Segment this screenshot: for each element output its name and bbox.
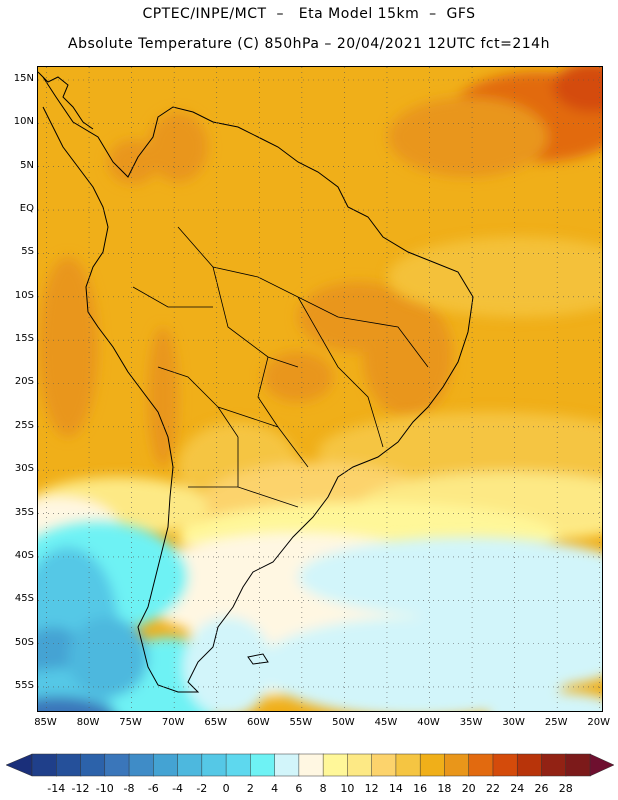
lat-tick-label: 25S	[14, 419, 34, 431]
colorbar-swatch	[322, 753, 349, 777]
lon-tick-label: 65W	[204, 717, 228, 728]
colorbar-swatch	[177, 753, 203, 777]
lat-tick-label: 50S	[14, 636, 34, 648]
lon-tick-label: 60W	[246, 717, 270, 728]
colorbar-swatch	[565, 753, 591, 777]
colorbar-tick-label: -14	[47, 782, 66, 795]
lon-tick-label: 20W	[587, 717, 611, 728]
colorbar-swatch	[347, 753, 373, 777]
central-america-outline	[38, 71, 94, 130]
lat-tick-label: 30S	[14, 463, 34, 475]
field-mid-bands	[38, 237, 602, 572]
colorbar-swatch	[468, 753, 494, 777]
colorbar-tick-label: 12	[364, 782, 379, 795]
colorbar-tick-label: -10	[95, 782, 114, 795]
colorbar-swatch	[201, 753, 227, 777]
lat-tick-label: 20S	[14, 376, 34, 388]
colorbar-tick-label: 26	[534, 782, 549, 795]
south-america-outline	[42, 76, 474, 693]
colorbar-tick-label: -12	[71, 782, 90, 795]
lat-tick-label: 35S	[14, 506, 34, 518]
colorbar-tick-label: 10	[340, 782, 355, 795]
colorbar-tick-label: -6	[147, 782, 159, 795]
lat-tick-label: 55S	[14, 679, 34, 691]
colorbar-swatch	[250, 753, 276, 777]
lon-tick-label: 70W	[161, 717, 185, 728]
lon-tick-label: 25W	[544, 717, 568, 728]
lat-tick-label: 5N	[20, 159, 34, 171]
lat-tick-label: 10S	[14, 289, 34, 301]
colorbar-swatch	[298, 753, 324, 777]
colorbar-tick-label: 16	[413, 782, 428, 795]
colorbar-swatch	[371, 753, 397, 777]
field-warm-areas	[38, 67, 602, 467]
colorbar-swatch	[128, 753, 155, 777]
colorbar-tick-label: 6	[295, 782, 303, 795]
coastlines	[38, 71, 474, 693]
lon-tick-label: 50W	[332, 717, 355, 728]
lon-tick-label: 55W	[289, 717, 313, 728]
colorbar-under-arrow	[5, 753, 33, 777]
colorbar-swatch	[274, 753, 300, 777]
colorbar-swatch	[80, 753, 106, 777]
colorbar-tick-label: 8	[319, 782, 327, 795]
colorbar-tick-label: 28	[558, 782, 573, 795]
colorbar-tick-label: 18	[437, 782, 452, 795]
lon-tick-label: 30W	[502, 717, 525, 728]
colorbar-over-arrow	[589, 753, 615, 777]
lon-tick-label: 80W	[76, 717, 100, 728]
colorbar-swatch	[419, 753, 446, 777]
colorbar-swatch	[56, 753, 82, 777]
colorbar-tick-label: 24	[510, 782, 525, 795]
colorbar-swatch	[516, 753, 543, 777]
lat-tick-label: 15S	[14, 333, 34, 345]
lat-tick-label: 5S	[21, 246, 34, 258]
colorbar-tick-label: 20	[461, 782, 476, 795]
lat-tick-label: EQ	[19, 203, 34, 215]
lon-tick-label: 40W	[417, 717, 440, 728]
chart-title-line1: CPTEC/INPE/MCT – Eta Model 15km – GFS	[142, 6, 476, 22]
lat-tick-label: 40S	[14, 549, 34, 561]
lon-tick-label: 85W	[34, 717, 57, 728]
chart-title-line2: Absolute Temperature (C) 850hPa – 20/04/…	[68, 36, 550, 52]
lon-tick-label: 45W	[374, 717, 398, 728]
lon-tick-label: 35W	[459, 717, 483, 728]
colorbar-tick-label: -2	[196, 782, 208, 795]
colorbar-swatch	[104, 753, 130, 777]
colorbar-tick-label: 22	[485, 782, 500, 795]
colorbar-tick-label: -4	[172, 782, 184, 795]
field-cool-bands	[38, 522, 602, 711]
colorbar-tick-label: 2	[246, 782, 254, 795]
colorbar-tick-label: 0	[222, 782, 230, 795]
lon-tick-label: 75W	[119, 717, 142, 728]
falklands-outline	[247, 653, 269, 665]
colorbar-tick-label: -8	[123, 782, 135, 795]
colorbar-swatch	[541, 753, 567, 777]
temperature-map	[37, 66, 603, 712]
map-canvas	[38, 67, 602, 711]
colorbar-swatch	[444, 753, 470, 777]
colorbar-tick-label: 4	[271, 782, 279, 795]
colorbar	[5, 753, 615, 777]
colorbar-swatch	[31, 753, 58, 777]
colorbar-swatch	[225, 753, 252, 777]
lat-tick-label: 10N	[13, 116, 34, 128]
colorbar-swatch	[492, 753, 518, 777]
colorbar-swatch	[395, 753, 421, 777]
lat-tick-label: 15N	[13, 73, 34, 84]
lat-tick-label: 45S	[14, 593, 34, 605]
colorbar-swatch	[153, 753, 179, 777]
colorbar-tick-label: 14	[388, 782, 403, 795]
